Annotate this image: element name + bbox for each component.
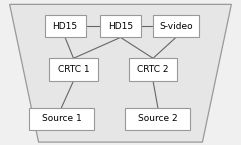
Polygon shape — [10, 4, 231, 142]
Text: S-video: S-video — [159, 22, 193, 31]
FancyBboxPatch shape — [45, 15, 86, 37]
Text: CRTC 2: CRTC 2 — [137, 65, 169, 74]
Text: HD15: HD15 — [53, 22, 78, 31]
FancyBboxPatch shape — [125, 108, 190, 130]
Text: HD15: HD15 — [108, 22, 133, 31]
FancyBboxPatch shape — [153, 15, 199, 37]
FancyBboxPatch shape — [100, 15, 141, 37]
Text: CRTC 1: CRTC 1 — [58, 65, 89, 74]
FancyBboxPatch shape — [49, 58, 98, 81]
Text: Source 1: Source 1 — [42, 114, 81, 123]
FancyBboxPatch shape — [29, 108, 94, 130]
FancyBboxPatch shape — [129, 58, 177, 81]
Text: Source 2: Source 2 — [138, 114, 178, 123]
